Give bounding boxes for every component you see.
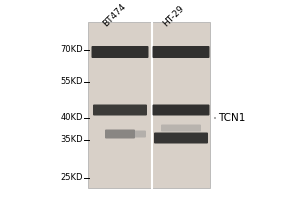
FancyBboxPatch shape xyxy=(152,104,209,116)
Text: TCN1: TCN1 xyxy=(218,113,245,123)
Text: 55KD: 55KD xyxy=(61,77,83,86)
Text: BT474: BT474 xyxy=(102,1,128,28)
Text: 25KD: 25KD xyxy=(61,173,83,182)
FancyBboxPatch shape xyxy=(152,46,209,58)
FancyBboxPatch shape xyxy=(92,46,148,58)
FancyBboxPatch shape xyxy=(105,130,135,138)
FancyBboxPatch shape xyxy=(134,130,146,138)
Text: HT-29: HT-29 xyxy=(162,3,186,28)
Text: 35KD: 35KD xyxy=(60,136,83,144)
FancyBboxPatch shape xyxy=(93,104,147,116)
FancyBboxPatch shape xyxy=(161,124,201,132)
Text: 70KD: 70KD xyxy=(60,46,83,54)
FancyBboxPatch shape xyxy=(154,132,208,144)
Text: 40KD: 40KD xyxy=(61,114,83,122)
Bar xyxy=(88,22,210,188)
